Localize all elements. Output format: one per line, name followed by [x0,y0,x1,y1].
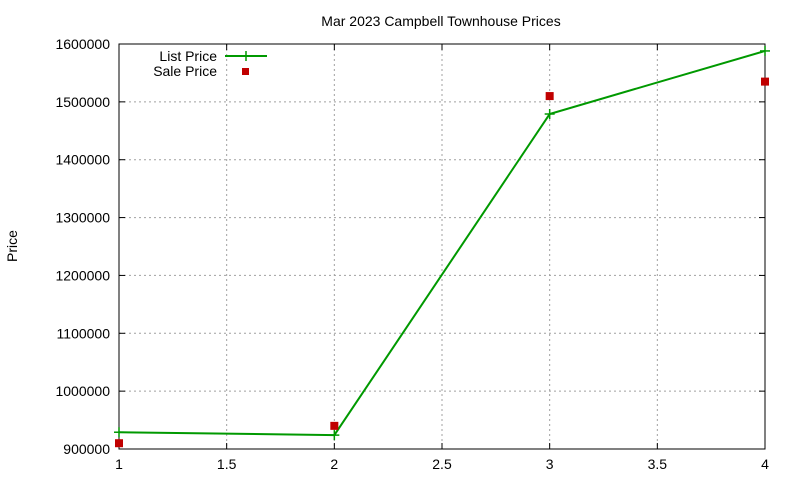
y-tick-label: 1000000 [55,383,110,399]
chart-title: Mar 2023 Campbell Townhouse Prices [321,13,560,29]
list-price-point [544,109,555,120]
sale-price-point [545,92,554,101]
sale-price-point [761,77,769,86]
series [114,45,770,448]
legend-label-list-price: List Price [159,48,217,64]
x-tick-label: 3 [546,456,554,472]
series-line-list-price [118,49,766,437]
y-tick-label: 1100000 [57,325,111,341]
y-tick-label: 1300000 [55,210,110,226]
legend: List Price Sale Price [153,48,267,79]
sale-price-point [115,439,123,448]
x-tick-label: 4 [761,456,769,472]
y-tick-label: 1400000 [55,152,110,168]
x-axis-ticks: 1 1.5 2 2.5 3 3.5 4 [115,44,769,472]
legend-marker-list-price [241,51,251,61]
list-price-point [329,430,340,441]
x-tick-label: 1 [115,456,123,472]
grid [119,44,765,449]
x-tick-label: 2 [330,456,338,472]
legend-marker-sale-price [242,68,249,75]
y-tick-label: 1200000 [55,267,110,283]
x-tick-label: 3.5 [648,456,668,472]
x-tick-label: 1.5 [217,456,237,472]
y-tick-label: 900000 [63,441,110,457]
legend-label-sale-price: Sale Price [153,63,217,79]
plot-frame [118,43,766,450]
sale-price-point [330,421,339,430]
y-tick-label: 1600000 [55,36,110,52]
y-axis-label: Price [4,230,20,262]
y-tick-label: 1500000 [55,94,110,110]
list-price-point [760,45,770,56]
list-price-point [114,427,124,438]
y-axis-ticks: 900000 1000000 1100000 1200000 1300000 140000… [55,36,765,457]
x-tick-label: 2.5 [432,456,452,472]
